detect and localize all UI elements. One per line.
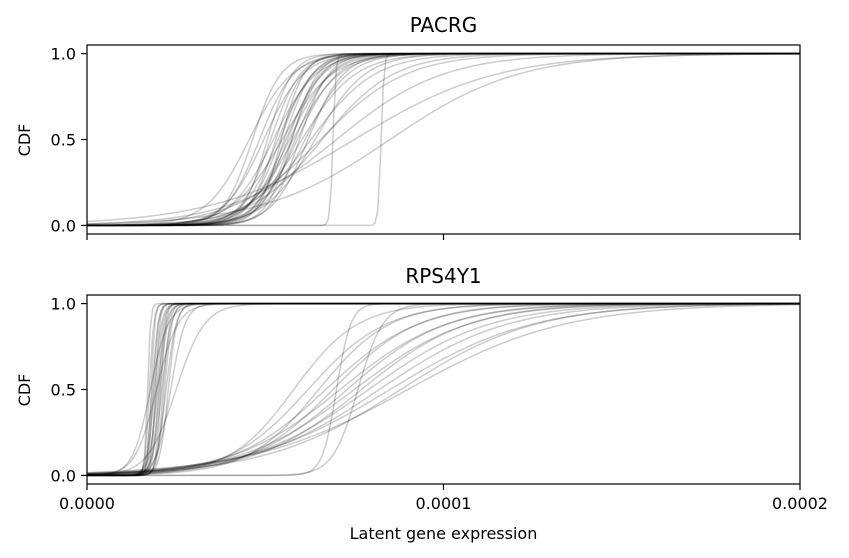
series-line-16 bbox=[87, 52, 800, 227]
series-line-11 bbox=[87, 302, 800, 477]
series-line-3 bbox=[87, 52, 800, 227]
series-line-5 bbox=[87, 302, 800, 477]
series-line-30 bbox=[87, 302, 800, 476]
series-line-22 bbox=[87, 52, 800, 226]
series-line-22 bbox=[87, 302, 800, 476]
series-line-36 bbox=[87, 302, 800, 477]
y-tick-label: 1.0 bbox=[51, 45, 76, 64]
series-line-18 bbox=[87, 302, 800, 476]
chart-panel-pacrg: PACRG CDF 0.0 0.5 1.0 bbox=[15, 13, 801, 240]
series-line-0 bbox=[87, 52, 800, 227]
series-line-4 bbox=[87, 52, 800, 227]
series-line-10 bbox=[87, 52, 800, 227]
axis-ticks: 0.0 0.5 1.0 bbox=[51, 45, 801, 240]
series-line-17 bbox=[87, 52, 800, 227]
series-line-25 bbox=[87, 52, 800, 226]
plot-frame bbox=[86, 294, 801, 485]
series-line-16 bbox=[87, 302, 800, 477]
series-line-34 bbox=[87, 303, 800, 475]
series-line-10 bbox=[87, 302, 800, 477]
series-line-24 bbox=[87, 302, 800, 476]
series-line-33 bbox=[87, 303, 800, 474]
series-line-2 bbox=[87, 52, 800, 227]
series-line-29 bbox=[87, 302, 800, 475]
series-line-1 bbox=[87, 302, 800, 477]
series-line-3 bbox=[87, 302, 800, 477]
series-line-23 bbox=[87, 302, 800, 476]
series-line-28 bbox=[87, 302, 800, 476]
y-tick-label: 1.0 bbox=[51, 295, 76, 314]
series-line-32 bbox=[87, 52, 800, 227]
series-line-23 bbox=[87, 52, 800, 227]
series-line-26 bbox=[87, 52, 800, 225]
series-line-11 bbox=[87, 52, 800, 227]
series-line-24 bbox=[87, 52, 800, 226]
series-line-15 bbox=[87, 302, 800, 477]
chart-panel-rps4y1: RPS4Y1 CDF 0.0000 0.0001 0.0002 0.0 0.5 1.0 bbox=[15, 264, 828, 513]
series-line-13 bbox=[87, 52, 800, 227]
series-line-5 bbox=[87, 52, 800, 227]
series-lines bbox=[87, 302, 800, 477]
series-line-15 bbox=[87, 52, 800, 227]
series-line-33 bbox=[87, 52, 800, 227]
series-line-8 bbox=[87, 302, 800, 477]
series-line-9 bbox=[87, 52, 800, 227]
series-line-27 bbox=[87, 53, 800, 223]
x-axis-label: Latent gene expression bbox=[350, 524, 538, 543]
series-line-30 bbox=[87, 52, 800, 227]
series-line-21 bbox=[87, 52, 800, 227]
plot-frame bbox=[86, 44, 801, 235]
series-line-9 bbox=[87, 302, 800, 477]
series-line-2 bbox=[87, 302, 800, 477]
series-line-19 bbox=[87, 52, 800, 227]
series-line-12 bbox=[87, 52, 800, 227]
series-line-14 bbox=[87, 302, 800, 477]
series-line-13 bbox=[87, 302, 800, 477]
axis-ticks: 0.0000 0.0001 0.0002 0.0 0.5 1.0 bbox=[51, 295, 828, 513]
chart-title: PACRG bbox=[410, 13, 477, 37]
series-line-12 bbox=[87, 302, 800, 477]
x-tick-label: 0.0001 bbox=[416, 494, 472, 513]
x-tick-label: 0.0002 bbox=[772, 494, 828, 513]
series-line-29 bbox=[87, 52, 800, 227]
series-line-31 bbox=[87, 52, 800, 227]
series-line-19 bbox=[87, 302, 800, 477]
series-line-25 bbox=[87, 302, 800, 476]
series-line-7 bbox=[87, 302, 800, 477]
y-tick-label: 0.5 bbox=[51, 131, 76, 150]
series-line-26 bbox=[87, 302, 800, 477]
series-line-0 bbox=[87, 302, 800, 477]
series-line-32 bbox=[87, 303, 800, 475]
y-tick-label: 0.5 bbox=[51, 381, 76, 400]
series-line-21 bbox=[87, 302, 800, 476]
series-line-8 bbox=[87, 52, 800, 227]
series-line-14 bbox=[87, 52, 800, 227]
series-line-35 bbox=[87, 303, 800, 474]
series-line-7 bbox=[87, 52, 800, 227]
chart-title: RPS4Y1 bbox=[405, 264, 481, 288]
series-line-6 bbox=[87, 302, 800, 477]
series-line-18 bbox=[87, 52, 800, 227]
series-lines bbox=[87, 52, 800, 227]
series-line-4 bbox=[87, 302, 800, 477]
y-tick-label: 0.0 bbox=[51, 216, 76, 235]
series-line-27 bbox=[87, 302, 800, 475]
series-line-17 bbox=[87, 302, 800, 477]
y-axis-label: CDF bbox=[15, 124, 34, 157]
series-line-6 bbox=[87, 52, 800, 227]
x-tick-label: 0.0000 bbox=[59, 494, 115, 513]
series-line-1 bbox=[87, 52, 800, 227]
series-line-20 bbox=[87, 302, 800, 476]
y-axis-label: CDF bbox=[15, 374, 34, 407]
series-line-28 bbox=[87, 53, 800, 225]
series-line-20 bbox=[87, 52, 800, 227]
y-tick-label: 0.0 bbox=[51, 466, 76, 485]
series-line-31 bbox=[87, 302, 800, 475]
